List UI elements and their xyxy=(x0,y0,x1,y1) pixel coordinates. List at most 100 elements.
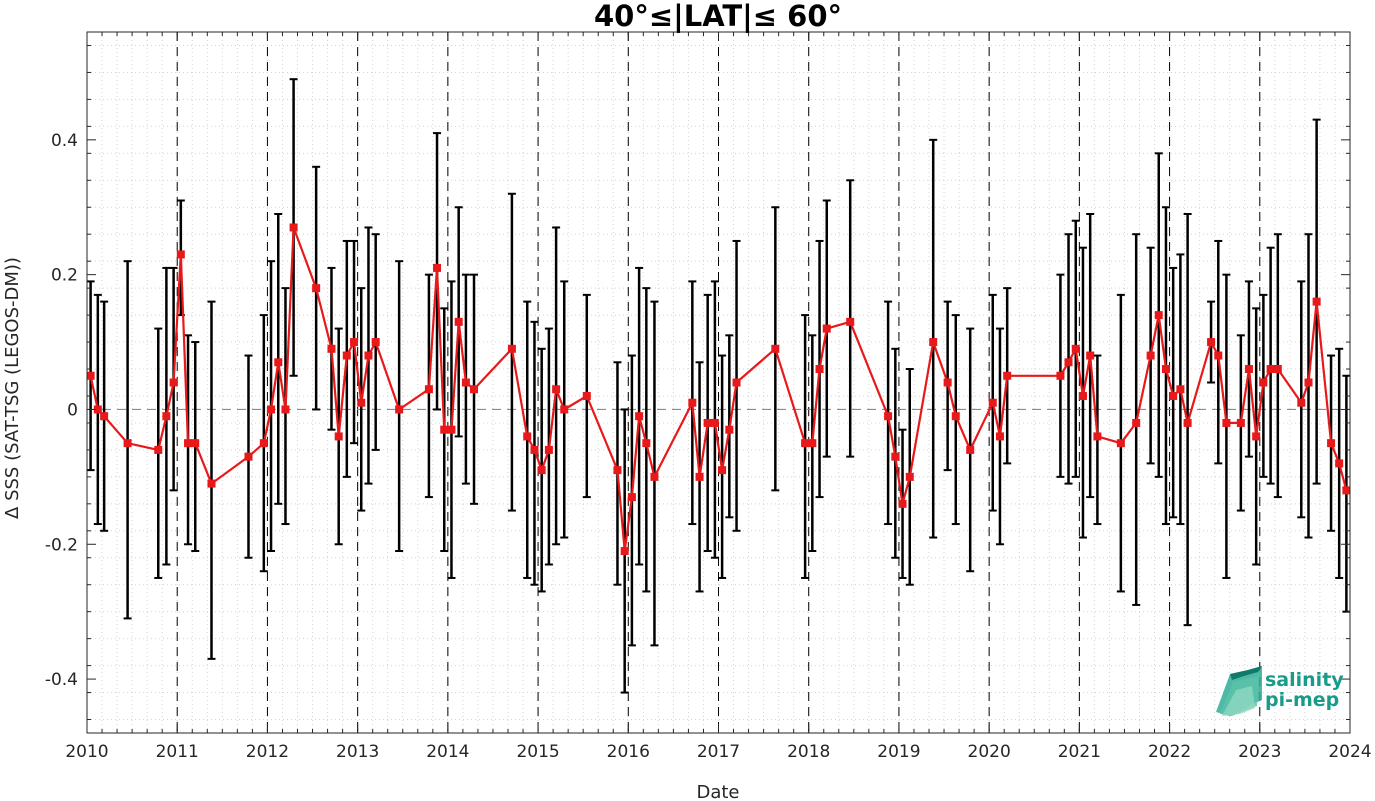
data-point-marker xyxy=(846,317,855,326)
data-point-marker xyxy=(884,412,893,421)
data-point-marker xyxy=(281,405,290,414)
data-point-marker xyxy=(613,466,622,475)
data-point-marker xyxy=(1071,344,1080,353)
data-point-marker xyxy=(1259,378,1268,387)
data-point-marker xyxy=(1064,358,1073,367)
data-point-marker xyxy=(350,338,359,347)
data-point-marker xyxy=(537,466,546,475)
data-point-marker xyxy=(929,338,938,347)
logo-wave-icon xyxy=(1216,666,1262,716)
data-point-marker xyxy=(342,351,351,360)
data-point-marker xyxy=(822,324,831,333)
data-point-marker xyxy=(951,412,960,421)
data-point-marker xyxy=(454,317,463,326)
y-tick-label: -0.4 xyxy=(45,670,78,690)
data-point-marker xyxy=(1214,351,1223,360)
data-point-marker xyxy=(635,412,644,421)
data-point-marker xyxy=(966,445,975,454)
data-point-marker xyxy=(244,452,253,461)
y-axis-label: Δ SSS (SAT-TSG (LEGOS-DM)) xyxy=(2,257,23,519)
y-tick-label: -0.2 xyxy=(45,535,78,555)
grid xyxy=(86,32,1351,733)
data-point-marker xyxy=(1244,365,1253,374)
data-point-marker xyxy=(695,472,704,481)
x-tick-label: 2010 xyxy=(65,742,108,762)
data-point-marker xyxy=(1342,486,1351,495)
data-point-marker xyxy=(191,439,200,448)
data-point-marker xyxy=(395,405,404,414)
data-point-marker xyxy=(650,472,659,481)
data-point-marker xyxy=(1176,385,1185,394)
salinity-pi-mep-logo: salinity pi-mep xyxy=(1216,666,1344,716)
chart-title: 40°≤|LAT|≤ 60° xyxy=(594,0,842,33)
data-point-marker xyxy=(808,439,817,448)
data-point-marker xyxy=(169,378,178,387)
data-point-marker xyxy=(710,418,719,427)
x-tick-label: 2016 xyxy=(607,742,650,762)
data-point-marker xyxy=(898,499,907,508)
data-point-marker xyxy=(1086,351,1095,360)
data-point-marker xyxy=(267,405,276,414)
data-point-marker xyxy=(357,398,366,407)
data-point-marker xyxy=(1335,459,1344,468)
data-point-marker xyxy=(1304,378,1313,387)
data-point-marker xyxy=(447,425,456,434)
data-point-marker xyxy=(1056,371,1065,380)
data-point-marker xyxy=(289,223,298,232)
data-point-marker xyxy=(732,378,741,387)
data-point-marker xyxy=(154,445,163,454)
data-point-marker xyxy=(815,365,824,374)
data-point-marker xyxy=(703,418,712,427)
data-point-marker xyxy=(1252,432,1261,441)
data-point-marker xyxy=(1154,311,1163,320)
data-point-marker xyxy=(207,479,216,488)
data-markers xyxy=(86,223,1351,556)
x-tick-label: 2022 xyxy=(1148,742,1191,762)
data-point-marker xyxy=(364,351,373,360)
data-point-marker xyxy=(718,466,727,475)
data-point-marker xyxy=(1273,365,1282,374)
data-point-marker xyxy=(995,432,1004,441)
data-point-marker xyxy=(334,432,343,441)
data-point-marker xyxy=(433,263,442,272)
x-tick-label: 2018 xyxy=(787,742,830,762)
data-point-marker xyxy=(327,344,336,353)
x-tick-label: 2015 xyxy=(516,742,559,762)
data-point-marker xyxy=(440,425,449,434)
y-tick-label: 0 xyxy=(67,400,78,420)
data-point-marker xyxy=(1183,418,1192,427)
x-tick-label: 2014 xyxy=(426,742,469,762)
tick-labels: 2010 2011 2012 2013 2014 2015 2016 2017 2018 2019… xyxy=(45,131,1372,762)
data-point-marker xyxy=(1132,418,1141,427)
x-tick-label: 2020 xyxy=(968,742,1011,762)
data-point-marker xyxy=(1003,371,1012,380)
data-point-marker xyxy=(123,439,132,448)
data-point-marker xyxy=(1266,365,1275,374)
x-tick-label: 2012 xyxy=(246,742,289,762)
data-point-marker xyxy=(688,398,697,407)
logo-text-pi-mep: pi-mep xyxy=(1265,689,1339,711)
data-point-marker xyxy=(424,385,433,394)
data-point-marker xyxy=(891,452,900,461)
x-tick-label: 2019 xyxy=(877,742,920,762)
data-point-marker xyxy=(259,439,268,448)
data-point-marker xyxy=(1169,391,1178,400)
data-point-marker xyxy=(530,445,539,454)
data-point-marker xyxy=(544,445,553,454)
data-point-marker xyxy=(1207,338,1216,347)
data-point-marker xyxy=(1093,432,1102,441)
data-point-marker xyxy=(943,378,952,387)
data-point-marker xyxy=(507,344,516,353)
data-point-marker xyxy=(1116,439,1125,448)
axes xyxy=(86,31,1351,734)
data-point-marker xyxy=(905,472,914,481)
data-point-marker xyxy=(274,358,283,367)
x-tick-label: 2017 xyxy=(697,742,740,762)
data-point-marker xyxy=(1222,418,1231,427)
data-point-marker xyxy=(801,439,810,448)
data-point-marker xyxy=(642,439,651,448)
data-point-marker xyxy=(371,338,380,347)
y-tick-label: 0.2 xyxy=(51,266,78,286)
x-tick-label: 2024 xyxy=(1328,742,1371,762)
